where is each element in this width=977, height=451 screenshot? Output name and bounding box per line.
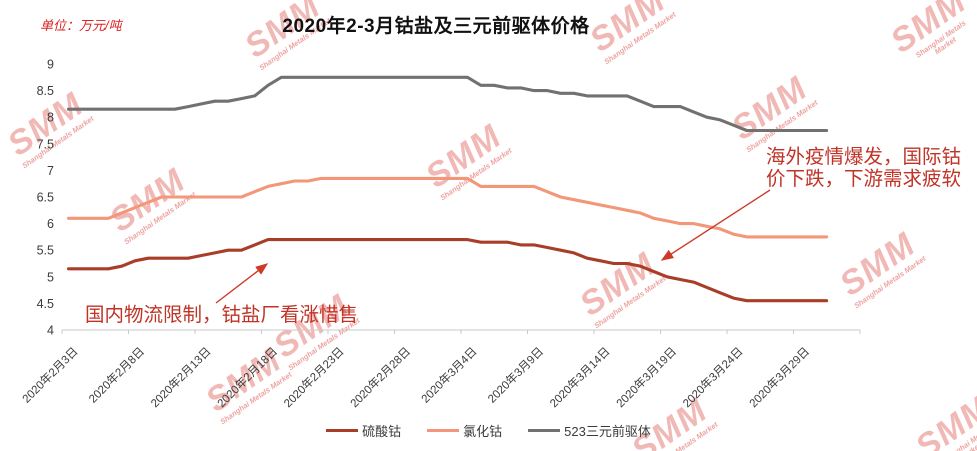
x-axis-label: 2020年3月19日: [613, 344, 679, 410]
chart-title: 2020年2-3月钴盐及三元前驱体价格: [282, 16, 590, 37]
x-axis-label: 2020年3月29日: [746, 344, 812, 410]
y-axis-label: 6.5: [37, 191, 54, 205]
legend-item-硫酸钴: 硫酸钴: [326, 421, 401, 440]
x-axis-label: 2020年3月24日: [680, 344, 746, 410]
x-axis-label: 2020年2月28日: [347, 344, 413, 410]
x-axis-label: 2020年3月9日: [485, 344, 546, 405]
annotation-arrow-right: [660, 189, 771, 261]
series-line-硫酸钴: [66, 238, 829, 303]
y-axis-label: 7.5: [37, 137, 54, 151]
y-axis-label: 5: [47, 270, 54, 284]
y-axis-label: 4: [47, 324, 54, 338]
series-line-氯化钴: [66, 176, 829, 239]
y-axis-label: 6: [47, 217, 54, 231]
x-axis-label: 2020年2月13日: [148, 344, 214, 410]
annotation-domestic-logistics: 国内物流限制，钴盐厂看涨惜售: [85, 304, 359, 326]
x-axis-label: 2020年2月8日: [86, 344, 147, 405]
legend-swatch: [326, 429, 359, 432]
x-axis-label: 2020年2月23日: [281, 344, 347, 410]
y-axis-label: 7: [47, 164, 54, 178]
x-axis-label: 2020年3月14日: [547, 344, 613, 410]
legend-item-523三元前驱体: 523三元前驱体: [528, 421, 651, 440]
legend-swatch: [528, 429, 561, 432]
series-line-523三元前驱体: [66, 75, 829, 133]
legend-swatch: [427, 429, 460, 432]
x-axis-label: 2020年2月3日: [19, 344, 80, 405]
legend-item-氯化钴: 氯化钴: [427, 421, 502, 440]
annotation-overseas-epidemic: 海外疫情爆发，国际钴价下跌，下游需求疲软: [766, 146, 962, 190]
y-axis-label: 9: [47, 58, 54, 72]
legend-label: 氯化钴: [463, 424, 503, 439]
legend-label: 硫酸钴: [362, 424, 402, 439]
x-axis-label: 2020年3月4日: [418, 344, 479, 405]
legend: 硫酸钴 氯化钴 523三元前驱体: [0, 421, 977, 440]
y-axis-label: 8.5: [37, 84, 54, 98]
y-axis-label: 4.5: [37, 297, 54, 311]
annotation-arrow-bottom: [215, 263, 269, 304]
y-axis-label: 8: [47, 111, 54, 125]
x-axis-label: 2020年2月18日: [214, 344, 280, 410]
y-axis-label: 5.5: [37, 244, 54, 258]
legend-label: 523三元前驱体: [564, 424, 651, 439]
unit-label: 单位：万元/吨: [40, 18, 122, 33]
